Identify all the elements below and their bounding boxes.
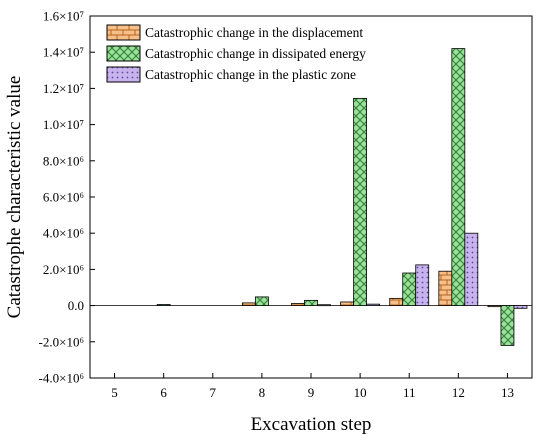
bar-series2-step-9 — [304, 299, 318, 307]
legend-swatch-displacement — [106, 24, 141, 41]
legend-swatch-dissipated-energy — [106, 45, 141, 62]
y-axis-title: Catastrophe characteristic value — [4, 76, 25, 319]
bar-series2-step-13 — [500, 305, 515, 346]
y-tick-label: -2.0×10⁶ — [39, 334, 84, 349]
legend-label-displacement: Catastrophic change in the displacement — [145, 25, 363, 40]
x-tick-label: 8 — [259, 385, 266, 400]
bar-series2-step-10 — [353, 97, 368, 306]
x-tick-label: 6 — [160, 385, 167, 400]
y-tick-label: -4.0×10⁶ — [39, 371, 84, 386]
legend: Catastrophic change in the displacement … — [106, 24, 366, 83]
y-tick-label: 6.0×10⁶ — [43, 190, 84, 205]
x-tick-label: 7 — [210, 385, 217, 400]
x-axis-ticks: 5 6 7 8 9 10 11 12 13 — [111, 373, 514, 400]
x-tick-label: 11 — [403, 385, 416, 400]
y-axis-ticks: -4.0×10⁶ -2.0×10⁶ 0.0 2.0×10⁶ 4.0×10⁶ 6.0×10⁶… — [39, 9, 532, 386]
bar-series3-step-9 — [317, 304, 331, 307]
y-tick-label: 1.4×10⁷ — [43, 45, 84, 60]
x-tick-label: 13 — [501, 385, 514, 400]
x-tick-label: 10 — [354, 385, 367, 400]
x-axis-title: Excavation step — [251, 414, 372, 435]
bar-series3-step-13 — [513, 305, 528, 309]
bar-series1-step-8 — [241, 302, 256, 307]
bar-series1-step-10 — [340, 301, 355, 307]
bar-series1-step-13 — [487, 305, 502, 308]
bar-series1-step-11 — [389, 297, 404, 306]
y-tick-label: 1.6×10⁷ — [43, 9, 84, 24]
legend-label-dissipated-energy: Catastrophic change in dissipated energy — [145, 46, 366, 61]
bar-series3-step-11 — [415, 264, 430, 306]
y-tick-label: 0.0 — [68, 298, 84, 313]
bar-series2-step-8 — [254, 296, 269, 306]
y-tick-label: 1.2×10⁷ — [43, 81, 84, 96]
y-tick-label: 2.0×10⁶ — [43, 262, 84, 277]
bar-series1-step-9 — [291, 303, 305, 307]
bar-series3-step-12 — [464, 232, 479, 306]
y-tick-label: 8.0×10⁶ — [43, 153, 84, 168]
legend-swatch-plastic-zone — [106, 66, 141, 83]
y-tick-label: 1.0×10⁷ — [43, 117, 84, 132]
x-tick-label: 9 — [308, 385, 315, 400]
bar-series1-step-12 — [438, 270, 453, 306]
x-tick-label: 5 — [111, 385, 118, 400]
bar-series2-step-12 — [451, 48, 466, 306]
legend-label-plastic-zone: Catastrophic change in the plastic zone — [145, 67, 356, 82]
bar-series2-step-11 — [402, 272, 417, 306]
bars-group — [156, 48, 528, 346]
x-tick-label: 12 — [452, 385, 465, 400]
y-tick-label: 4.0×10⁶ — [43, 226, 84, 241]
bar-series2-step-6 — [156, 304, 171, 307]
bar-series3-step-10 — [366, 303, 381, 307]
